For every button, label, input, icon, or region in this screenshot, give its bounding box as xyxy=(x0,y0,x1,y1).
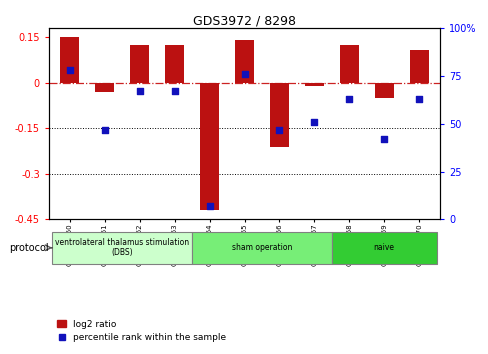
Text: protocol: protocol xyxy=(9,243,49,253)
Point xyxy=(170,88,178,94)
Bar xyxy=(374,83,393,98)
Bar xyxy=(409,50,428,83)
Point xyxy=(240,72,248,77)
Bar xyxy=(269,83,288,147)
Point xyxy=(275,127,283,132)
Point xyxy=(310,119,318,125)
Point xyxy=(414,96,422,102)
Bar xyxy=(234,40,254,83)
Point xyxy=(66,68,74,73)
Bar xyxy=(60,38,80,83)
Point xyxy=(380,136,387,142)
Point xyxy=(136,88,143,94)
Point xyxy=(205,203,213,209)
Legend: log2 ratio, percentile rank within the sample: log2 ratio, percentile rank within the s… xyxy=(53,316,229,346)
Bar xyxy=(339,45,358,83)
Text: naive: naive xyxy=(373,243,394,252)
Text: ventrolateral thalamus stimulation
(DBS): ventrolateral thalamus stimulation (DBS) xyxy=(55,238,189,257)
Bar xyxy=(192,232,331,264)
Bar xyxy=(200,83,219,210)
Bar xyxy=(304,83,323,86)
Bar xyxy=(165,45,184,83)
Title: GDS3972 / 8298: GDS3972 / 8298 xyxy=(193,14,295,27)
Point xyxy=(345,96,352,102)
Bar xyxy=(52,232,192,264)
Bar xyxy=(95,83,114,92)
Bar xyxy=(331,232,436,264)
Point xyxy=(101,127,108,132)
Bar xyxy=(130,45,149,83)
Text: sham operation: sham operation xyxy=(231,243,291,252)
